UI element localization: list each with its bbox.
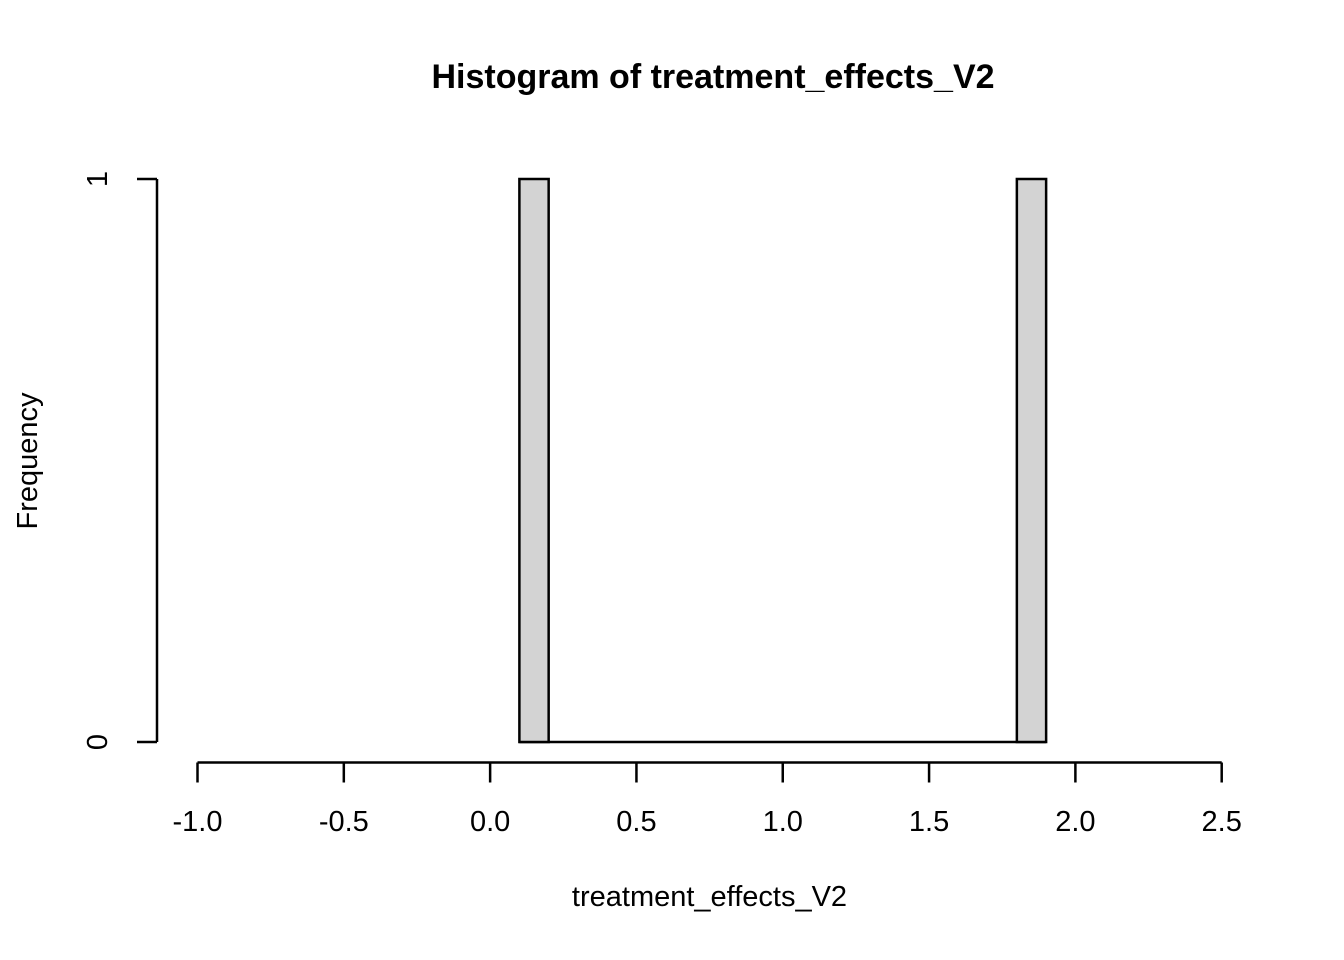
x-tick-label: 2.0 [1055, 806, 1095, 838]
x-tick-label: 0.5 [616, 806, 656, 838]
y-tick-label: 1 [82, 171, 114, 187]
x-tick-label: -0.5 [319, 806, 369, 838]
chart-title: Histogram of treatment_effects_V2 [431, 58, 995, 96]
x-tick-label: 1.5 [909, 806, 949, 838]
y-tick-label: 0 [82, 734, 114, 750]
x-tick-label: 1.0 [763, 806, 803, 838]
x-tick-label: 2.5 [1202, 806, 1242, 838]
histogram-bar [1015, 177, 1048, 744]
x-tick-label: 0.0 [470, 806, 510, 838]
x-tick-label: -1.0 [173, 806, 223, 838]
x-axis-title: treatment_effects_V2 [571, 881, 848, 913]
histogram-bar [518, 177, 550, 744]
